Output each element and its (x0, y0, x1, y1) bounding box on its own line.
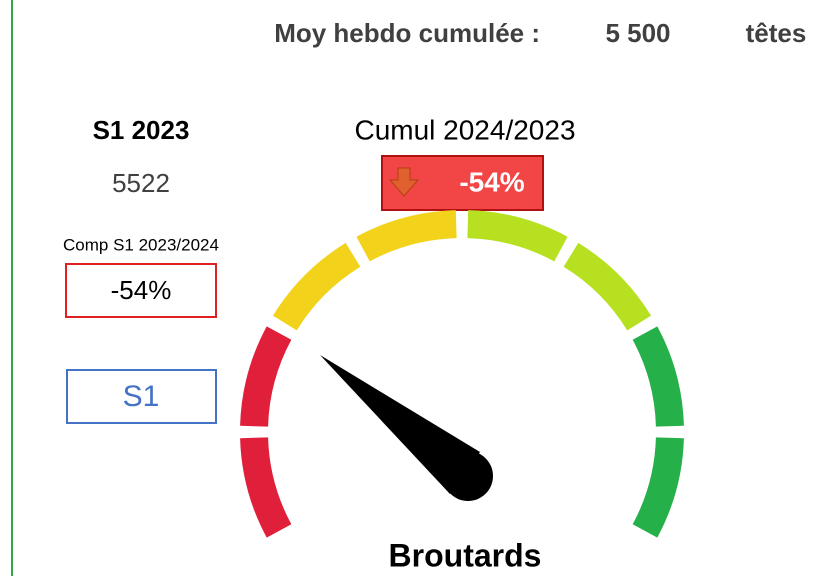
period-title: S1 2023 (93, 115, 190, 145)
cumul-value: -54% (459, 166, 524, 197)
header-unit: têtes (746, 18, 807, 48)
comp-label: Comp S1 2023/2024 (63, 235, 219, 254)
needle-hub (443, 451, 493, 501)
gauge-segment (240, 326, 292, 427)
gauge-label: Broutards (389, 537, 542, 573)
period-value: 5522 (112, 168, 170, 198)
needle (320, 355, 480, 494)
gauge (240, 210, 684, 538)
gauge-segment (632, 326, 684, 427)
gauge-segment (632, 437, 684, 538)
gauge-segment (356, 210, 457, 262)
header-value: 5 500 (605, 18, 670, 48)
down-arrow (388, 167, 420, 197)
comp-value: -54% (111, 275, 172, 305)
gauge-segment (240, 437, 292, 538)
gauge-segment (467, 210, 568, 262)
selector-box[interactable] (66, 369, 217, 424)
selector[interactable]: S1 (123, 380, 160, 413)
comp-box (65, 263, 217, 318)
gauge-segment (272, 242, 361, 331)
header-label: Moy hebdo cumulée : (274, 18, 540, 48)
cumul-title: Cumul 2024/2023 (354, 114, 575, 145)
gauge-segment (563, 242, 652, 331)
